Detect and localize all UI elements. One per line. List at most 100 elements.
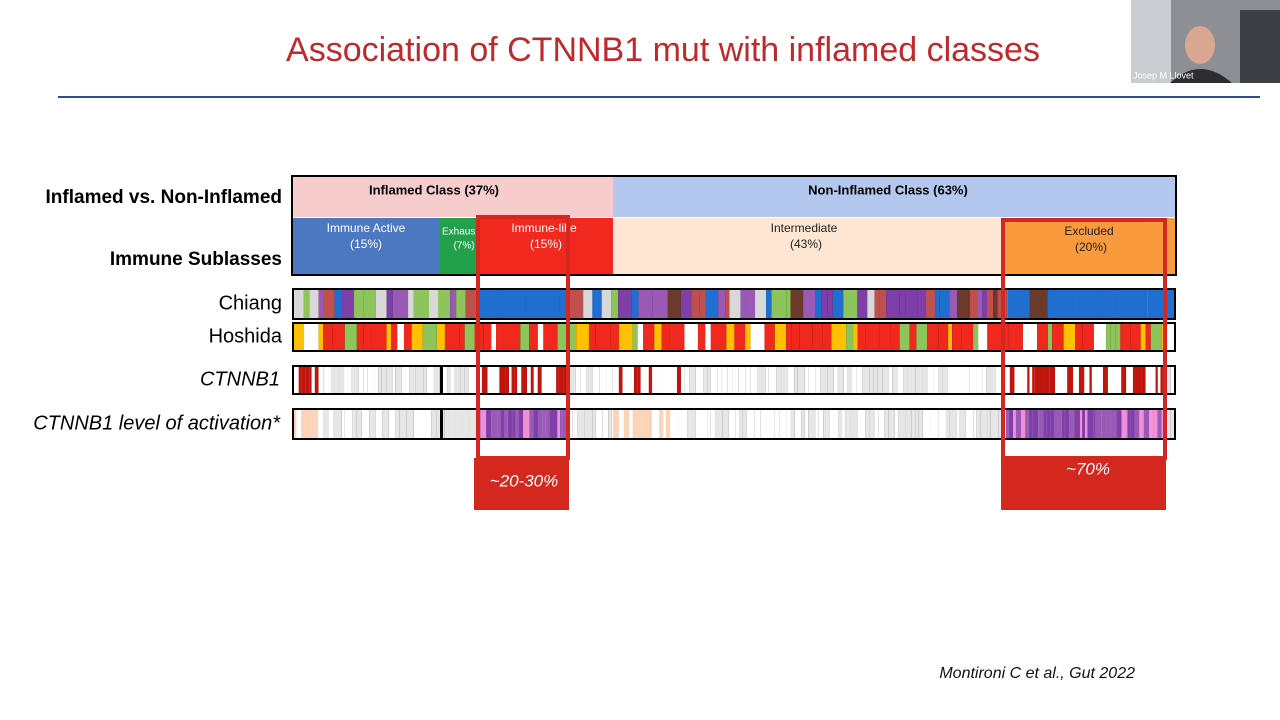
ctnnb1-stripe <box>618 367 623 393</box>
chiang-stripe <box>939 290 950 318</box>
hoshida-stripe <box>1120 324 1131 350</box>
ctnnb1-stripe <box>781 367 788 393</box>
activation-stripe <box>1106 410 1111 438</box>
activation-stripe <box>426 410 432 438</box>
ctnnb1-stripe <box>471 367 479 393</box>
activation-stripe <box>1116 410 1122 438</box>
citation: Montironi C et al., Gut 2022 <box>939 665 1135 682</box>
ctnnb1-stripe <box>392 367 396 393</box>
ctnnb1-stripe <box>862 367 870 393</box>
ctnnb1-stripe <box>624 367 631 393</box>
activation-stripe <box>491 410 498 438</box>
activation-stripe <box>431 410 437 438</box>
activation-stripe <box>469 410 474 438</box>
ctnnb1-stripe <box>1078 367 1085 393</box>
activation-stripe <box>850 410 855 438</box>
hoshida-stripe <box>791 324 800 350</box>
ctnnb1-stripe <box>995 367 1003 393</box>
ctnnb1-stripe <box>1009 367 1015 393</box>
ctnnb1-stripe <box>1049 367 1056 393</box>
activation-stripe <box>888 410 895 438</box>
activation-stripe <box>1015 410 1022 438</box>
webcam-bg <box>1131 0 1171 83</box>
activation-stripe <box>722 410 729 438</box>
ctnnb1-stripe <box>710 367 718 393</box>
class-label: Non-Inflamed Class (63%) <box>808 182 968 197</box>
ctnnb1-stripe <box>965 367 970 393</box>
ctnnb1-stripe <box>1102 367 1108 393</box>
hoshida-stripe <box>505 324 521 350</box>
activation-stripe <box>486 410 492 438</box>
hoshida-stripe <box>879 324 891 350</box>
chiang-stripe <box>725 290 730 318</box>
ctnnb1-stripe <box>537 367 542 393</box>
chiang-stripe <box>294 290 304 318</box>
ctnnb1-stripe <box>674 367 677 393</box>
activation-stripe <box>804 410 809 438</box>
activation-stripe <box>808 410 816 438</box>
ctnnb1-stripe <box>797 367 805 393</box>
activation-stripe <box>918 410 923 438</box>
ctnnb1-stripe <box>1038 367 1045 393</box>
activation-stripe <box>557 410 560 438</box>
ctnnb1-stripe <box>640 367 647 393</box>
hoshida-stripe <box>444 324 460 350</box>
activation-stripe <box>545 410 550 438</box>
ctnnb1-stripe <box>505 367 510 393</box>
ctnnb1-stripe <box>630 367 634 393</box>
ctnnb1-stripe <box>652 367 656 393</box>
activation-stripe <box>294 410 297 438</box>
ctnnb1-stripe <box>1064 367 1068 393</box>
hoshida-stripe <box>831 324 847 350</box>
chiang-stripe <box>832 290 844 318</box>
activation-stripe <box>501 410 505 438</box>
chiang-stripe <box>601 290 612 318</box>
ctnnb1-stripe <box>989 367 996 393</box>
ctnnb1-stripe <box>663 367 669 393</box>
chiang-stripe <box>375 290 387 318</box>
ctnnb1-stripe <box>423 367 427 393</box>
ctnnb1-stripe <box>373 367 379 393</box>
activation-stripe <box>815 410 819 438</box>
chiang-stripe <box>1008 290 1030 318</box>
ctnnb1-stripe <box>324 367 332 393</box>
chiang-stripe <box>667 290 681 318</box>
activation-stripe <box>1165 410 1171 438</box>
hoshida-stripe <box>774 324 787 350</box>
ctnnb1-stripe <box>450 367 455 393</box>
activation-stripe <box>529 410 534 438</box>
hoshida-stripe <box>595 324 611 350</box>
ctnnb1-stripe <box>1044 367 1050 393</box>
ctnnb1-stripe <box>1113 367 1119 393</box>
ctnnb1-stripe <box>546 367 549 393</box>
chiang-stripe <box>899 290 906 318</box>
chiang-stripe <box>559 290 566 318</box>
ctnnb1-stripe <box>942 367 948 393</box>
ctnnb1-stripe <box>915 367 923 393</box>
ctnnb1-stripe <box>827 367 834 393</box>
chiang-stripe <box>592 290 602 318</box>
ctnnb1-stripe <box>492 367 495 393</box>
activation-stripe <box>1082 410 1086 438</box>
chiang-stripe <box>303 290 310 318</box>
callout-label: ~70% <box>1066 459 1110 478</box>
ctnnb1-stripe <box>927 367 934 393</box>
chiang-stripe <box>905 290 918 318</box>
chiang-stripe <box>718 290 726 318</box>
hoshida-stripe <box>363 324 372 350</box>
hoshida-stripe <box>1037 324 1048 350</box>
activation-stripe <box>976 410 981 438</box>
chiang-stripe <box>386 290 393 318</box>
ctnnb1-stripe <box>314 367 319 393</box>
ctnnb1-stripe <box>530 367 534 393</box>
activation-stripe <box>361 410 370 438</box>
chiang-stripe <box>879 290 887 318</box>
ctnnb1-stripe <box>869 367 874 393</box>
hoshida-stripe <box>705 324 711 350</box>
hoshida-stripe <box>961 324 974 350</box>
chiang-stripe <box>1100 290 1113 318</box>
ctnnb1-stripe <box>1160 367 1163 393</box>
ctnnb1-stripe <box>837 367 844 393</box>
hoshida-stripe <box>1082 324 1094 350</box>
slide-title: Association of CTNNB1 mut with inflamed … <box>286 31 1040 69</box>
